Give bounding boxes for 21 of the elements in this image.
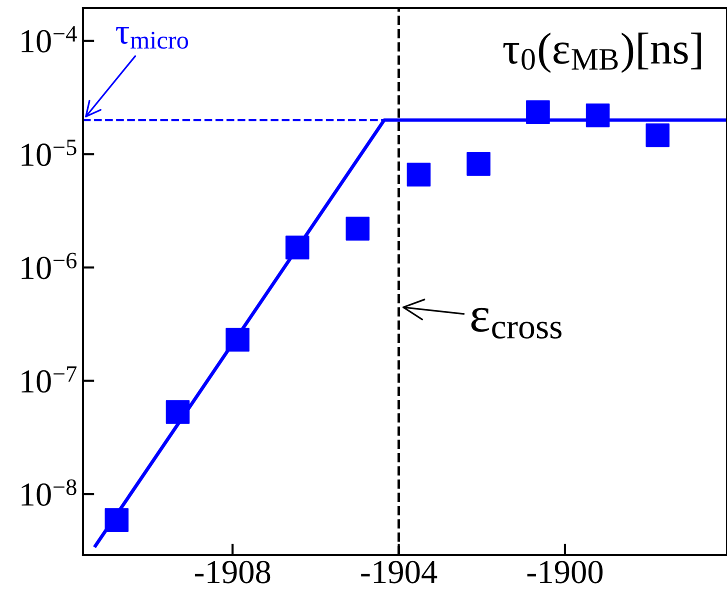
point: [166, 400, 190, 424]
y-tick-label: 10$^{−6}$: [22, 252, 77, 280]
x-tick-label: -1900: [527, 560, 603, 584]
point: [526, 100, 550, 124]
x-tick-label: -1904: [361, 560, 438, 584]
y-tick-label: 10$^{−4}$: [22, 26, 77, 52]
x-tick-label: -1908: [194, 560, 270, 584]
point: [286, 236, 310, 260]
point: [104, 508, 129, 532]
point: [466, 152, 490, 176]
y-tick-label: 10$^{−7}$: [22, 366, 77, 393]
point: [346, 216, 370, 241]
point: [646, 123, 670, 148]
point: [406, 162, 431, 187]
text: τ$_{0}$(ε$_{MB}$)[ns]: [503, 32, 701, 73]
y-tick-label: 10$^{−8}$: [22, 479, 76, 506]
y-tick-label: 10$^{−5}$: [22, 140, 76, 166]
ref-line-label: τ$_{micro}$: [116, 26, 188, 49]
point: [586, 103, 610, 128]
ref-line-label: ε$_{cross}$: [471, 308, 562, 339]
point: [226, 328, 250, 352]
